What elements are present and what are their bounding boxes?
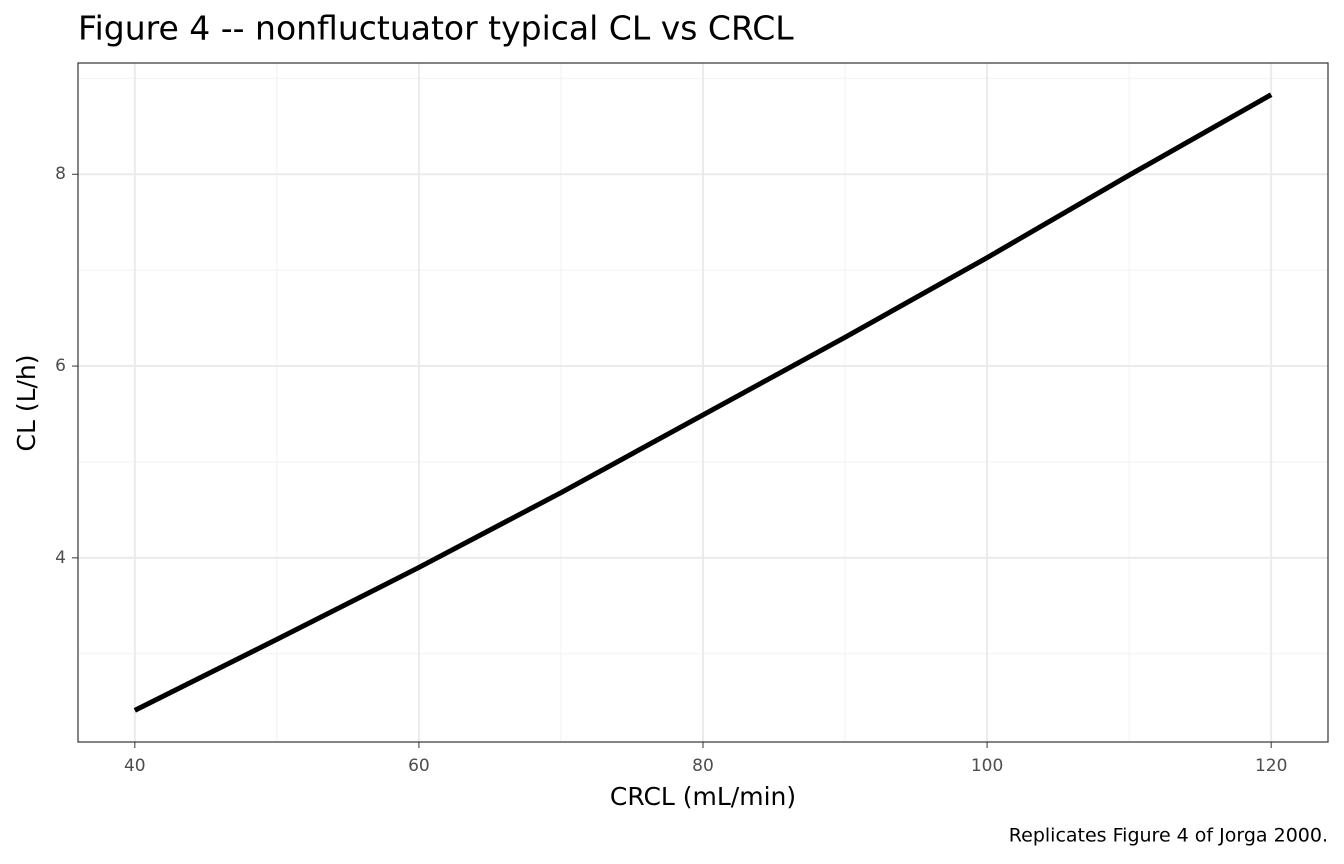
chart-title: Figure 4 -- nonfluctuator typical CL vs …: [78, 9, 794, 48]
x-tick-label: 100: [971, 756, 1003, 776]
x-tick-label: 80: [692, 756, 714, 776]
y-axis-label: CL (L/h): [12, 354, 41, 451]
x-tick-label: 60: [408, 756, 430, 776]
caption: Replicates Figure 4 of Jorga 2000.: [1009, 825, 1328, 847]
x-tick-label: 40: [124, 756, 146, 776]
panel-border: [77, 62, 1329, 743]
x-tick-label: 120: [1255, 756, 1287, 776]
y-tick-label: 8: [55, 164, 66, 184]
y-tick-label: 4: [55, 548, 66, 568]
x-axis-label: CRCL (mL/min): [610, 782, 796, 811]
line-series: [133, 92, 1273, 713]
y-tick-label: 6: [55, 356, 66, 376]
